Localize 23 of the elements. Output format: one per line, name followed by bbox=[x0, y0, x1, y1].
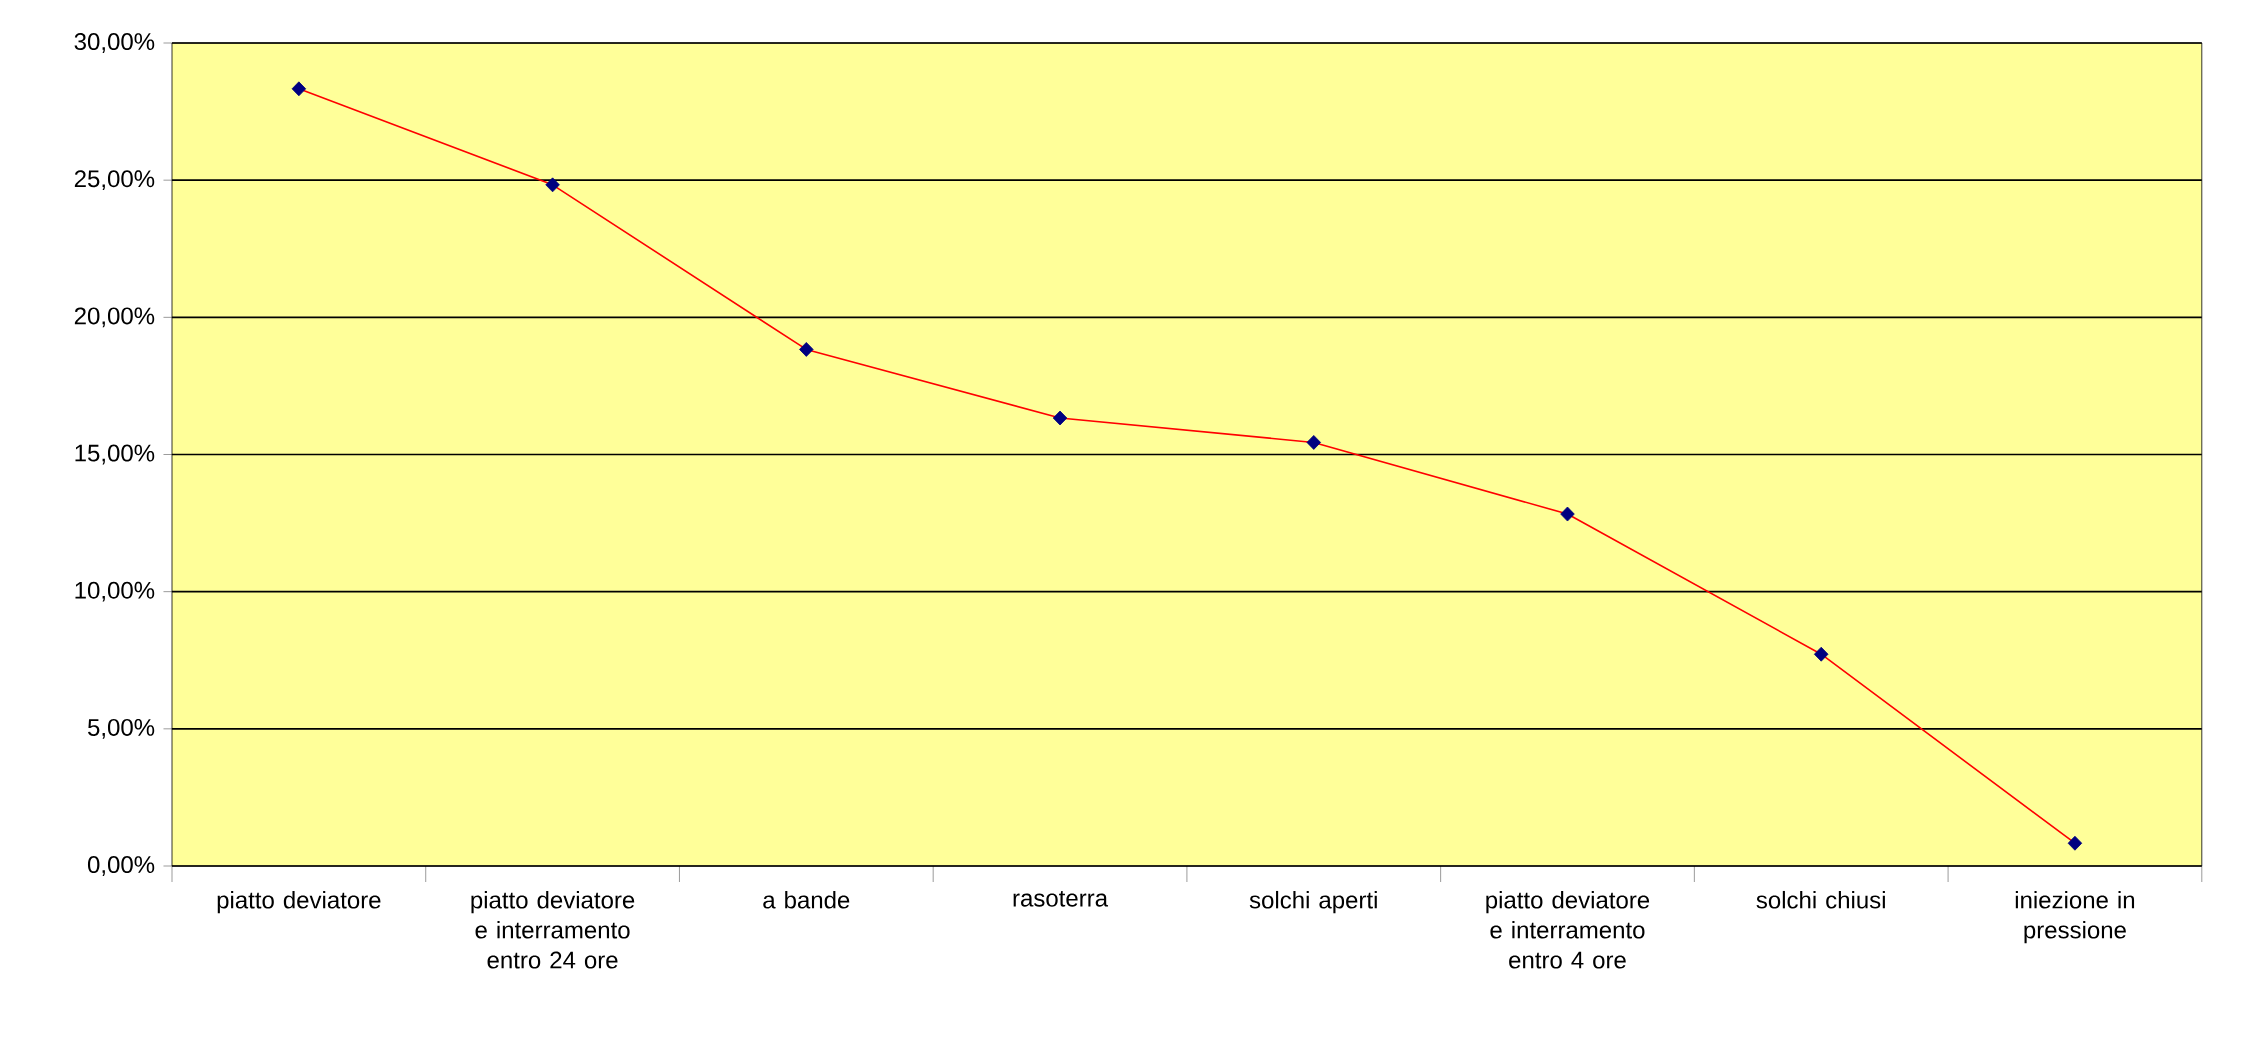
y-tick-label: 0,00% bbox=[87, 856, 155, 876]
point bbox=[1560, 506, 1575, 522]
point bbox=[545, 177, 560, 193]
point bbox=[1813, 646, 1829, 662]
point bbox=[1306, 435, 1321, 450]
point bbox=[799, 342, 814, 357]
y-tick-label: 30,00% bbox=[74, 33, 155, 53]
point bbox=[291, 81, 307, 97]
x-tick-label: a bande bbox=[763, 890, 850, 909]
y-tick-label: 10,00% bbox=[75, 581, 155, 602]
y-tick-label: 15,00% bbox=[75, 444, 155, 465]
point bbox=[2067, 835, 2083, 851]
y-tick-label: 20,00% bbox=[74, 307, 155, 328]
x-tick-label: rasoterra bbox=[1013, 890, 1109, 907]
x-tick-label: solchi chiusi bbox=[1756, 890, 1885, 909]
x-tick-label: iniezione in pressione bbox=[2015, 890, 2135, 944]
x-tick-label: piatto deviatore e interramento entro 24 ore bbox=[471, 890, 635, 969]
x-tick-label: piatto deviatore bbox=[217, 890, 381, 914]
point bbox=[1052, 410, 1068, 426]
y-tick-label: 5,00% bbox=[87, 718, 155, 739]
x-tick-label: solchi aperti bbox=[1249, 890, 1377, 914]
x-tick-label: piatto deviatore e interramento entro 4 ore bbox=[1486, 890, 1650, 969]
y-tick-label: 25,00% bbox=[74, 170, 155, 191]
